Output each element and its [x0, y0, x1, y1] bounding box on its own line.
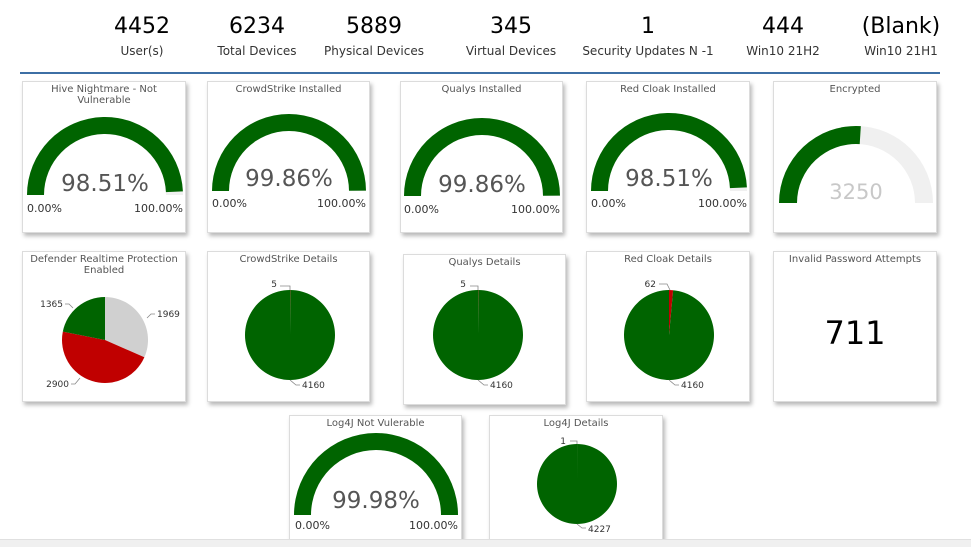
kpi-value: 5889	[324, 12, 424, 42]
kpi-label: Security Updates N -1	[582, 44, 714, 58]
kpi-label: Virtual Devices	[463, 44, 559, 58]
pie-slice-4160	[245, 290, 335, 380]
gauge-crowdstrike: 99.86% 0.00% 100.00%	[208, 82, 371, 234]
kpi-value: 444	[742, 12, 824, 42]
kpi-label: Win10 21H1	[860, 44, 942, 58]
kpi-value: 6234	[212, 12, 302, 42]
kpi-label: Physical Devices	[324, 44, 424, 58]
gauge-card-log4j[interactable]: Log4J Not Vulerable 99.98% 0.00% 100.00%	[289, 415, 462, 541]
gauge-encrypted: 3250	[774, 82, 938, 234]
leader-line	[147, 314, 155, 318]
kpi-value: 345	[463, 12, 559, 42]
pie-label-2900: 2900	[46, 380, 69, 390]
pie-card-red-cloak[interactable]: Red Cloak Details 62 4160	[586, 251, 750, 402]
gauge-max-label: 100.00%	[511, 203, 560, 216]
gauge-min-label: 0.00%	[212, 197, 247, 210]
gauge-card-crowdstrike[interactable]: CrowdStrike Installed 99.86% 0.00% 100.0…	[207, 81, 370, 233]
invalid-password-value: 711	[774, 314, 936, 352]
pie-label-5: 5	[460, 280, 466, 290]
leader-line	[71, 378, 80, 384]
leader-line	[478, 380, 488, 385]
card-title: Invalid Password Attempts	[776, 254, 934, 265]
leader-line	[65, 304, 73, 308]
pie-label-1: 1	[560, 437, 566, 447]
pie-card-qualys[interactable]: Qualys Details 5 4160	[403, 254, 566, 405]
pie-card-crowdstrike[interactable]: CrowdStrike Details 5 4160	[207, 251, 370, 402]
pie-slice-4160	[433, 290, 523, 380]
kpi-win10-21h1: (Blank) Win10 21H1	[860, 12, 942, 58]
leader-line	[659, 284, 670, 290]
gauge-card-red-cloak[interactable]: Red Cloak Installed 98.51% 0.00% 100.00%	[586, 81, 750, 233]
pie-slice-4160	[624, 290, 714, 380]
pie-log4j: 1 4227	[490, 416, 664, 542]
kpi-label: Win10 21H2	[742, 44, 824, 58]
gauge-min-label: 0.00%	[295, 519, 330, 532]
kpi-virtual-devices: 345 Virtual Devices	[463, 12, 559, 58]
gauge-card-qualys[interactable]: Qualys Installed 99.86% 0.00% 100.00%	[400, 81, 563, 233]
gauge-value: 98.51%	[625, 166, 713, 192]
kpi-win10-21h2: 444 Win10 21H2	[742, 12, 824, 58]
gauge-max-label: 100.00%	[317, 197, 366, 210]
gauge-max-label: 100.00%	[698, 197, 747, 210]
gauge-value: 3250	[829, 180, 882, 204]
pie-slice-4227	[537, 444, 617, 524]
gauge-value: 99.98%	[332, 488, 420, 514]
gauge-min-label: 0.00%	[27, 202, 62, 215]
gauge-max-label: 100.00%	[409, 519, 458, 532]
pie-defender: 1969 2900 1365	[23, 252, 187, 403]
gauge-qualys: 99.86% 0.00% 100.00%	[401, 82, 564, 234]
kpi-users: 4452 User(s)	[112, 12, 172, 58]
gauge-min-label: 0.00%	[591, 197, 626, 210]
leader-line	[280, 286, 290, 290]
gauge-card-encrypted[interactable]: Encrypted 3250	[773, 81, 937, 233]
gauge-value: 99.86%	[245, 166, 333, 192]
pie-card-log4j[interactable]: Log4J Details 1 4227	[489, 415, 663, 541]
kpi-total-devices: 6234 Total Devices	[212, 12, 302, 58]
kpi-value: 1	[582, 12, 714, 42]
gauge-log4j: 99.98% 0.00% 100.00%	[290, 416, 463, 542]
gauge-min-label: 0.00%	[404, 203, 439, 216]
pie-label-4160: 4160	[490, 381, 513, 391]
leader-line	[290, 380, 300, 385]
leader-line	[577, 524, 586, 528]
gauge-max-label: 100.00%	[134, 202, 183, 215]
pie-label-4227: 4227	[588, 525, 611, 535]
gauge-red-cloak: 98.51% 0.00% 100.00%	[587, 82, 751, 234]
pie-qualys: 5 4160	[404, 255, 567, 406]
pie-label-62: 62	[645, 280, 656, 290]
gauge-value: 98.51%	[61, 171, 149, 197]
kpi-value: (Blank)	[860, 12, 942, 42]
gauge-value: 99.86%	[438, 172, 526, 198]
pie-crowdstrike: 5 4160	[208, 252, 371, 403]
pie-label-4160: 4160	[302, 381, 325, 391]
pie-label-1365: 1365	[40, 300, 63, 310]
kpi-label: Total Devices	[212, 44, 302, 58]
pie-label-4160: 4160	[681, 381, 704, 391]
pie-card-defender[interactable]: Defender Realtime Protection Enabled 196…	[22, 251, 186, 402]
header-divider	[20, 72, 940, 74]
leader-line	[669, 380, 679, 385]
pie-red-cloak: 62 4160	[587, 252, 751, 403]
pie-label-1969: 1969	[157, 310, 180, 320]
kpi-physical-devices: 5889 Physical Devices	[324, 12, 424, 58]
gauge-card-hive-nightmare[interactable]: Hive Nightmare - Not Vulnerable 98.51% 0…	[22, 81, 186, 233]
kpi-security-updates: 1 Security Updates N -1	[582, 12, 714, 58]
kpi-value: 4452	[112, 12, 172, 42]
leader-line	[570, 441, 577, 444]
card-invalid-password-attempts[interactable]: Invalid Password Attempts 711	[773, 251, 937, 402]
kpi-label: User(s)	[112, 44, 172, 58]
leader-line	[470, 286, 478, 290]
pie-label-5: 5	[271, 280, 277, 290]
gauge-hive: 98.51% 0.00% 100.00%	[23, 82, 187, 234]
